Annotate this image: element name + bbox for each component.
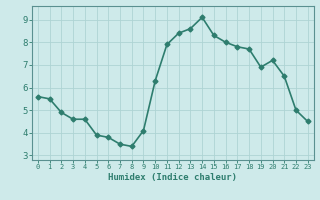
- X-axis label: Humidex (Indice chaleur): Humidex (Indice chaleur): [108, 173, 237, 182]
